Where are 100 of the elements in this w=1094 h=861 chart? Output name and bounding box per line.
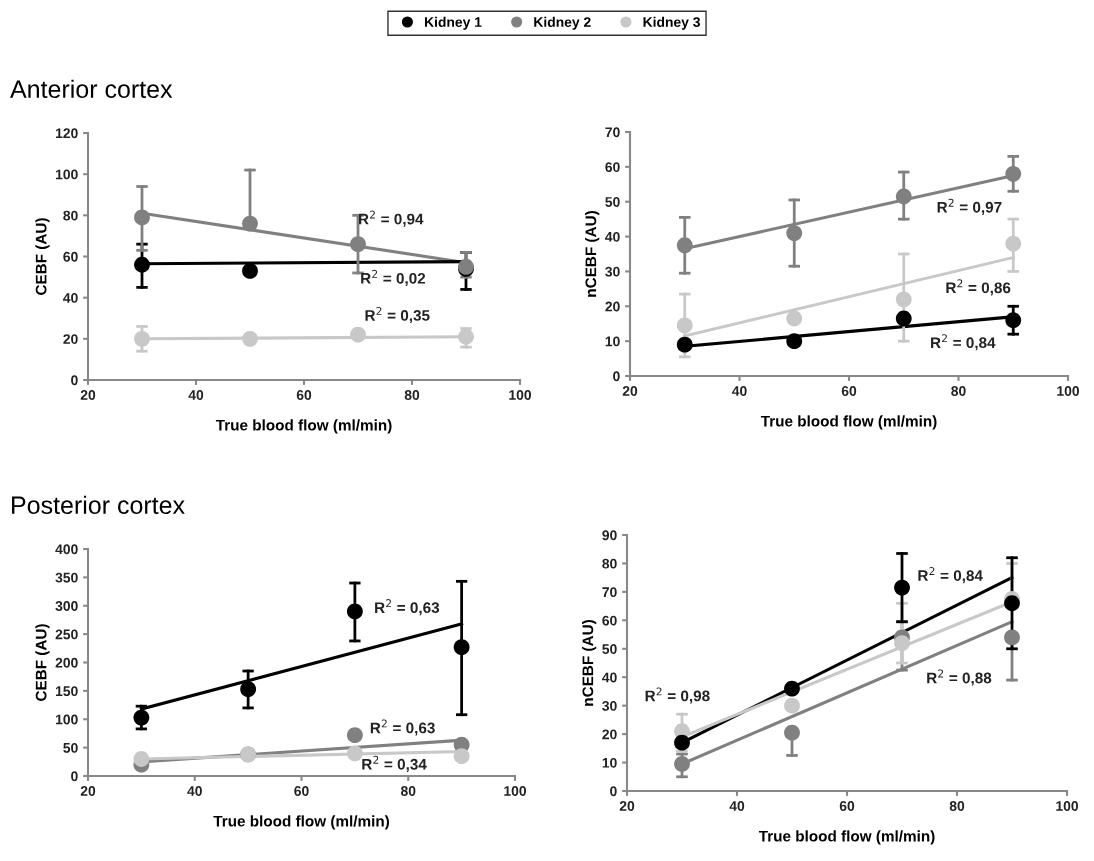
x-axis-title: True blood flow (ml/min) [758, 830, 935, 845]
y-tick-label: 150 [55, 686, 78, 697]
point [453, 748, 470, 765]
y-tick-label: 20 [602, 729, 617, 740]
point [1005, 312, 1022, 329]
y-tick-label: 80 [63, 210, 78, 221]
y-tick-label: 10 [602, 757, 617, 768]
annotation: R$^{2}$ = 0,02 [361, 269, 426, 286]
chart-title: Posterior cortex [12, 495, 185, 515]
y-tick-label: 40 [602, 672, 617, 683]
x-tick-label: 40 [729, 801, 745, 811]
point [350, 326, 366, 343]
y-tick-label: 0 [71, 771, 78, 782]
point [786, 333, 803, 350]
y-axis-title: CEBF (AU) [35, 624, 50, 701]
point [346, 727, 363, 744]
y-tick-label: 120 [55, 128, 78, 139]
point [676, 317, 693, 334]
point [676, 336, 693, 353]
y-axis-title: nCEBF (AU) [585, 211, 600, 297]
y-tick-label: 20 [63, 334, 78, 344]
y-tick-label: 0 [610, 786, 617, 797]
point [895, 188, 912, 205]
y-tick-label: 350 [55, 572, 78, 583]
point [133, 751, 150, 767]
x-axis-title: True blood flow (ml/min) [215, 419, 392, 434]
point [346, 603, 363, 620]
y-axis-title: nCEBF (AU) [582, 620, 597, 706]
x-tick-label: 60 [839, 801, 855, 811]
y-tick-label: 70 [602, 587, 617, 598]
point [1004, 629, 1020, 646]
x-tick-label: 60 [841, 386, 857, 396]
y-tick-label: 250 [55, 629, 78, 640]
annotation: R$^{2}$ = 0,94 [359, 210, 424, 227]
y-tick-label: 60 [63, 251, 78, 262]
legend-label: Kidney 2 [534, 16, 591, 30]
y-tick-label: 30 [605, 266, 620, 277]
point [784, 680, 800, 697]
y-tick-label: 90 [602, 530, 617, 541]
x-tick-label: 20 [80, 390, 96, 400]
x-tick-label: 100 [1056, 801, 1079, 811]
annotation: R$^{2}$ = 0,63 [370, 719, 435, 736]
x-tick-label: 40 [188, 390, 204, 400]
point [134, 209, 150, 226]
annotation: R$^{2}$ = 0,34 [362, 755, 427, 772]
y-tick-label: 400 [55, 544, 78, 555]
x-tick-label: 80 [951, 386, 966, 396]
annotation: R$^{2}$ = 0,84 [918, 567, 983, 584]
y-tick-label: 70 [605, 127, 620, 138]
x-tick-label: 20 [80, 786, 96, 796]
x-tick-label: 80 [400, 786, 416, 796]
x-tick-label: 100 [1057, 386, 1080, 396]
legend-label: Kidney 3 [643, 16, 700, 30]
y-tick-label: 40 [63, 293, 78, 303]
y-tick-label: 20 [605, 301, 620, 312]
point [786, 310, 803, 327]
y-tick-label: 30 [602, 701, 617, 711]
x-tick-label: 20 [622, 386, 638, 396]
x-tick-label: 80 [404, 390, 420, 400]
y-tick-label: 50 [605, 197, 620, 207]
point [242, 215, 258, 232]
point [676, 237, 693, 254]
y-tick-label: 100 [55, 169, 78, 180]
point [346, 745, 363, 762]
x-tick-label: 40 [187, 786, 202, 796]
point [242, 262, 258, 279]
y-tick-label: 60 [605, 162, 620, 173]
y-axis-title: CEBF (AU) [35, 218, 50, 295]
annotation: R$^{2}$ = 0,98 [645, 687, 710, 704]
annotation: R$^{2}$ = 0,84 [931, 334, 996, 351]
x-tick-label: 60 [294, 786, 309, 796]
legend-label: Kidney 1 [424, 16, 482, 30]
point [134, 256, 150, 273]
x-tick-label: 20 [619, 801, 635, 811]
point [458, 328, 474, 345]
point [674, 756, 690, 772]
annotation: R$^{2}$ = 0,97 [937, 198, 1002, 215]
point [453, 639, 470, 656]
point [1004, 595, 1020, 612]
y-tick-label: 100 [55, 714, 78, 725]
y-tick-label: 10 [605, 336, 620, 347]
point [242, 330, 258, 347]
chart-title: Anterior cortex [10, 79, 173, 99]
point [894, 635, 910, 652]
point [240, 681, 257, 698]
x-tick-label: 100 [504, 786, 527, 796]
y-tick-label: 60 [602, 615, 617, 626]
y-tick-label: 300 [55, 601, 78, 611]
x-tick-label: 80 [949, 801, 965, 811]
annotation: R$^{2}$ = 0,88 [927, 669, 992, 686]
y-tick-label: 50 [602, 644, 617, 654]
x-tick-label: 60 [296, 390, 312, 400]
point [784, 724, 800, 741]
point [894, 579, 910, 596]
y-tick-label: 40 [605, 231, 620, 242]
x-axis-title: True blood flow (ml/min) [213, 815, 390, 830]
y-tick-label: 0 [71, 375, 78, 386]
x-tick-label: 40 [731, 386, 747, 396]
point [784, 697, 800, 714]
y-tick-label: 80 [602, 558, 617, 569]
